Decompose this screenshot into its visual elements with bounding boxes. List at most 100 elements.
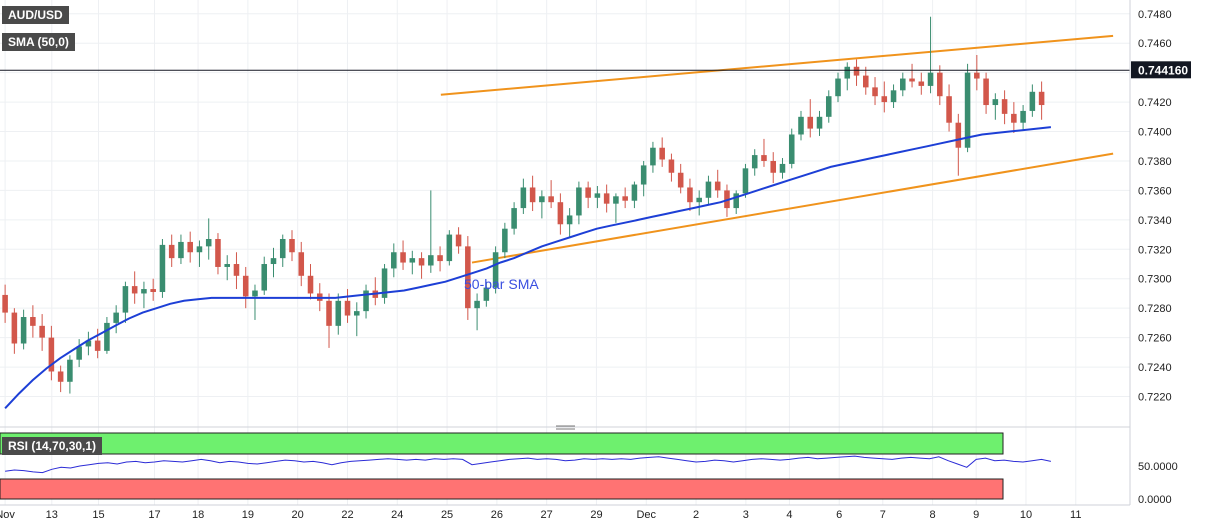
candle [279,234,286,267]
candle [788,128,795,169]
candle-body [529,187,536,203]
rsi-indicator-tag[interactable]: RSI (14,70,30,1) [2,437,103,455]
candle [298,241,305,287]
candle-body [326,300,332,326]
candle [455,227,462,254]
candle-body [807,116,814,129]
candle [224,255,230,281]
sma-annotation: 50-bar SMA [464,276,539,292]
candle-body [289,238,295,253]
candle-body [992,99,999,106]
price-tick-label: 0.7480 [1138,9,1172,21]
current-price-tag: 0.744160 [1131,61,1191,79]
candle-body [67,359,73,382]
candle [1038,81,1045,120]
price-tick-label: 0.7320 [1138,244,1172,256]
candle-body [974,72,980,79]
candle-body [85,340,92,347]
price-tick-label: 0.7340 [1138,215,1172,227]
candle-body [344,300,351,316]
candle-body [946,96,952,123]
candle-body [270,258,277,265]
candle-body [983,78,989,106]
sma-line-layer [4,126,1052,409]
candle [918,72,925,95]
price-tick-label: 0.7420 [1138,97,1172,109]
time-tick-label: 26 [491,509,503,521]
candle [566,208,573,238]
time-tick-label: 3 [743,509,749,521]
candle [437,246,443,272]
time-tick-label: 18 [192,509,204,521]
candle [418,252,425,279]
candle-body [576,187,582,216]
candle [465,236,471,320]
candle-body [964,72,971,148]
candle [714,169,721,198]
candle-body [835,78,841,97]
candle-body [853,66,860,76]
candle [289,230,295,262]
candle-body [779,163,786,173]
candle-body [696,197,702,203]
candle-body [631,184,638,201]
candle [872,77,878,106]
candle [742,163,749,198]
candle-body [94,340,101,351]
candle-body [224,264,230,267]
candle-body [900,78,906,91]
candle-body [150,289,156,292]
candle [113,305,119,334]
candle-body [918,81,925,86]
candle-body [566,215,573,225]
candle-body [131,286,138,294]
candle [159,238,166,298]
time-tick-label: 10 [1020,509,1032,521]
candle [178,234,184,265]
candle-body [1038,91,1045,106]
candle-body [603,193,610,204]
candle-body [2,294,8,313]
candle [650,141,656,173]
candle-body [279,238,286,259]
candle-body [178,241,184,259]
candle [659,137,665,167]
candle [825,90,832,123]
candle [20,309,27,350]
candle [751,149,758,176]
price-tick-label: 0.7360 [1138,185,1172,197]
candle [539,190,545,219]
candle [909,63,915,88]
pane-resize-handle[interactable] [556,425,575,430]
candle [363,284,369,319]
candle-body [428,255,434,266]
candle-body [483,287,490,301]
candle [1011,102,1017,134]
candle [613,193,619,223]
candle-body [30,317,36,326]
rsi-pane[interactable] [0,432,1052,500]
candle-body [714,181,721,191]
candle-body [307,275,314,294]
rsi-oversold-zone [0,478,1004,500]
candle-body [585,187,591,198]
candle [511,202,517,235]
candle [39,314,45,351]
upper-trendline [440,34,1114,96]
candle [835,72,841,103]
price-pane[interactable]: 50-bar SMA [0,0,1130,505]
time-axis[interactable]: Nov 13 15 17 18 19 20 22 24 25 26 27 29 Dec 2 3 4 6 7 8 9 10 1… [0,504,1130,521]
candle [844,62,851,91]
candle-body [650,147,656,166]
candle [242,266,249,309]
candle [122,281,129,323]
candle [585,181,591,209]
candle [131,271,138,304]
candle [983,72,989,114]
candle [205,218,212,260]
sma-indicator-tag[interactable]: SMA (50,0) [2,33,75,51]
candle-body [613,196,619,204]
candle-body [400,252,406,263]
symbol-tag[interactable]: AUD/USD [2,6,69,24]
candle-body [511,208,517,229]
